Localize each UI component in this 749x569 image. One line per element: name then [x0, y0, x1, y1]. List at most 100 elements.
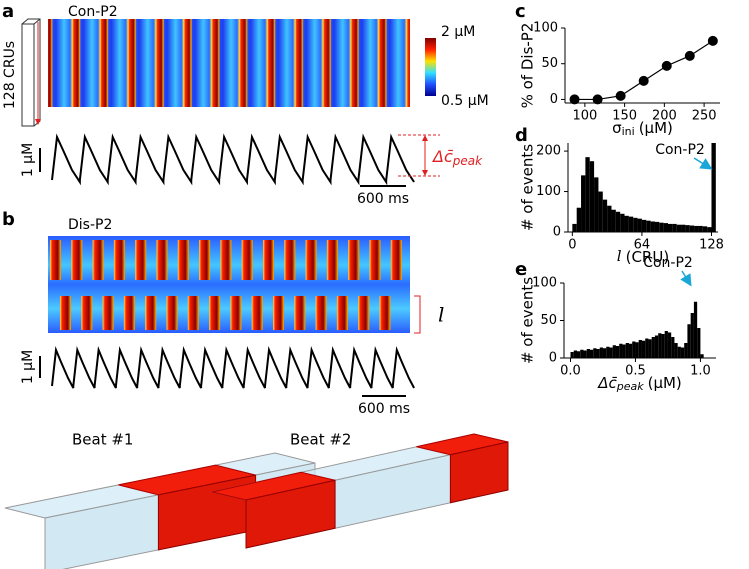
icon-edge	[21, 18, 41, 127]
bar	[707, 227, 712, 232]
render-wave	[449, 441, 509, 504]
bar	[625, 343, 629, 358]
heatmap-block	[241, 240, 253, 280]
point	[684, 50, 695, 61]
heatmap-block	[199, 240, 211, 280]
heatmap-block	[284, 240, 296, 280]
heatmap-blocks	[50, 240, 402, 330]
heatmap-block	[71, 240, 83, 280]
heatmap-block	[209, 296, 221, 330]
heatmap-block	[348, 240, 360, 280]
bar	[698, 225, 703, 232]
bar	[589, 349, 594, 358]
annotation: l	[438, 303, 444, 327]
bar	[684, 343, 688, 358]
bar	[586, 349, 590, 358]
heatmap-block	[379, 296, 391, 330]
annotation-symbol: Δc̄	[431, 147, 453, 166]
y-tick-label: 0	[549, 351, 557, 366]
bar	[641, 340, 646, 358]
bar	[663, 223, 668, 232]
bar	[593, 348, 597, 358]
heatmap-title: Dis-P2	[68, 217, 112, 233]
bar	[697, 328, 701, 358]
y-tick-label: 50	[541, 56, 558, 71]
bar	[654, 221, 660, 232]
x-label-unit: (μM)	[639, 119, 673, 137]
bar	[689, 225, 695, 232]
bar	[628, 343, 633, 358]
bar	[619, 343, 623, 358]
bar	[661, 334, 665, 358]
x-tick-label: 64	[634, 238, 651, 253]
heatmap-block	[369, 240, 381, 280]
bar	[606, 346, 610, 358]
scale-label: 1 μM	[20, 350, 36, 384]
point	[661, 60, 672, 71]
heatmap-block	[220, 240, 232, 280]
heatmap-block	[305, 240, 317, 280]
bar	[602, 199, 608, 232]
bar	[615, 211, 621, 232]
heatmap-block	[294, 296, 306, 330]
x-axis-label: Δc̄peak (μM)	[597, 374, 682, 394]
heatmap-block	[166, 296, 178, 330]
heatmap-block	[326, 240, 338, 280]
heatmap-block	[273, 296, 284, 330]
trace	[51, 346, 415, 389]
x-tick-label: 0	[568, 238, 576, 253]
y-tick-label: 100	[533, 21, 558, 36]
bar	[598, 191, 603, 232]
heatmap-block	[50, 240, 61, 280]
bar	[685, 225, 690, 232]
bar	[702, 226, 708, 232]
x-axis-label: σini (μM)	[612, 119, 673, 139]
bar	[624, 215, 629, 232]
point	[615, 90, 626, 101]
x-tick-label: 128	[699, 238, 724, 253]
cru-icon	[21, 18, 41, 127]
heatmap-block	[263, 240, 274, 280]
y-tick-label: 100	[536, 184, 561, 199]
x-tick-label: 150	[612, 109, 637, 124]
bar	[576, 351, 581, 358]
bar	[622, 344, 626, 358]
y-tick-label: 0	[553, 225, 561, 240]
annotation: Con-P2	[643, 255, 693, 271]
y-tick-label: 200	[536, 144, 561, 159]
heatmap-block	[336, 296, 348, 330]
panel-label: b	[2, 209, 15, 230]
heatmap-block	[92, 240, 104, 280]
render-label: Beat #2	[290, 431, 351, 449]
bar	[645, 338, 649, 358]
heatmap-title: Con-P2	[68, 4, 118, 20]
bar	[628, 216, 634, 232]
panel-label: a	[2, 1, 14, 22]
annotation: Con-P2	[655, 142, 705, 158]
point	[638, 75, 649, 86]
bar	[693, 301, 698, 358]
bar	[572, 223, 577, 232]
bar	[654, 335, 659, 358]
y-axis-label: % of Dis-P2	[519, 23, 537, 109]
bar	[680, 347, 685, 358]
x-label-unit: (μM)	[648, 374, 682, 392]
scale-label: 600 ms	[357, 191, 409, 207]
renders	[4, 433, 509, 569]
panel-label: d	[515, 125, 528, 146]
bar	[612, 345, 616, 358]
x-label-main: σ	[612, 119, 622, 137]
y-tick-label: 50	[540, 313, 557, 328]
bar	[668, 223, 673, 232]
bar	[674, 343, 678, 358]
heatmap-block	[145, 296, 157, 330]
bar	[659, 222, 664, 232]
colorbar-label: 0.5 μM	[441, 93, 489, 109]
bar	[615, 346, 620, 358]
bar	[694, 225, 699, 232]
bar	[671, 337, 675, 358]
scale-label: 600 ms	[358, 401, 410, 417]
y-axis-label: # of events	[519, 144, 537, 231]
